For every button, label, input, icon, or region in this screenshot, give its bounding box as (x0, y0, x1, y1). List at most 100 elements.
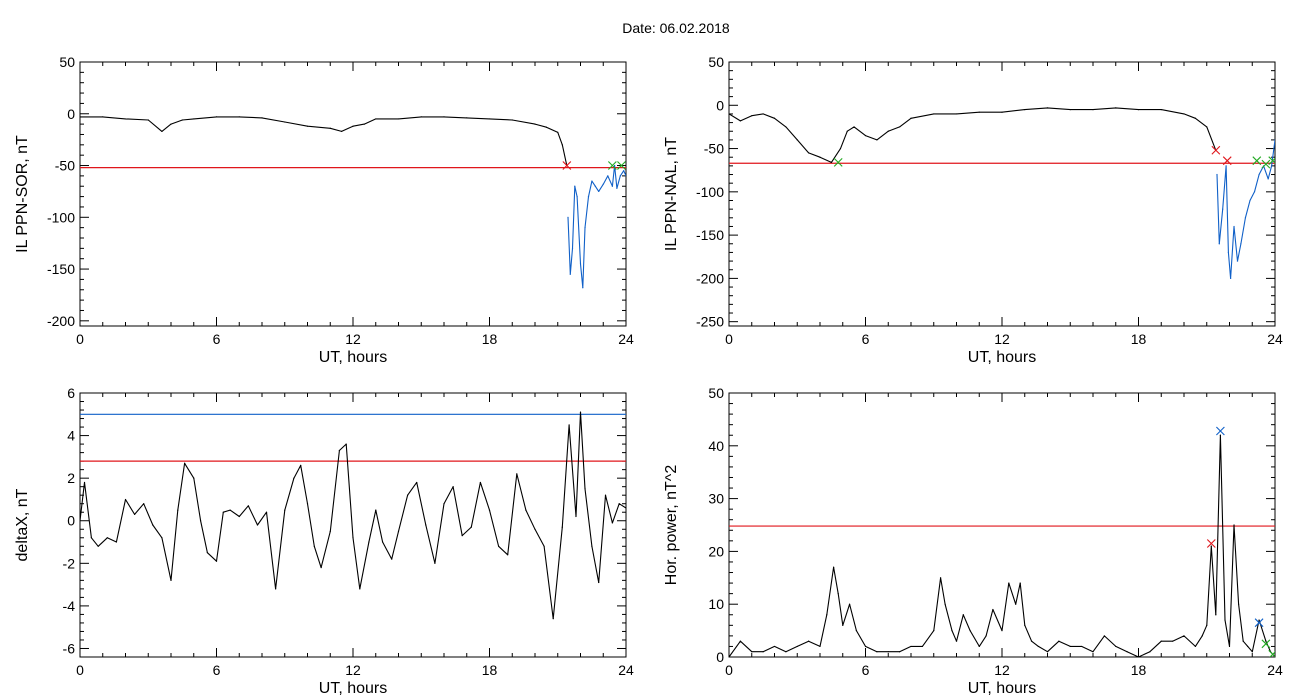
data-point (313, 545, 315, 547)
data-point (1233, 225, 1235, 228)
y-tick-label: 0 (67, 513, 75, 529)
marker-green-x (617, 161, 626, 170)
data-point (1115, 107, 1117, 109)
data-point (320, 566, 322, 569)
data-point (1019, 582, 1021, 584)
data-point (1081, 645, 1083, 648)
data-point (602, 183, 604, 185)
data-point (407, 494, 409, 496)
data-point (306, 125, 309, 127)
data-point (247, 505, 249, 507)
data-point (1160, 109, 1162, 111)
data-point (1265, 640, 1267, 642)
series-trace-blue (567, 164, 626, 289)
data-point (1210, 545, 1212, 547)
data-point (222, 511, 224, 513)
data-point (1137, 656, 1140, 657)
data-point (910, 117, 912, 119)
plot-area (729, 107, 1275, 279)
data-point (106, 537, 108, 539)
data-point (899, 126, 901, 128)
data-point (567, 216, 569, 218)
data-point (739, 120, 741, 122)
data-point (876, 139, 878, 141)
data-point (1160, 640, 1162, 642)
data-point (808, 152, 810, 154)
data-point (1183, 113, 1185, 115)
data-point (261, 117, 263, 119)
data-point (1024, 624, 1026, 626)
data-point (552, 618, 554, 620)
data-point (762, 113, 764, 115)
y-axis-label: IL PPN-NAL, nT (663, 137, 680, 251)
data-point (796, 645, 798, 648)
data-point (381, 541, 384, 543)
data-point (1244, 217, 1247, 219)
data-point (420, 116, 422, 118)
data-point (933, 630, 935, 632)
data-point (584, 488, 586, 490)
data-point (498, 545, 500, 547)
data-point (1258, 173, 1260, 176)
data-point (785, 126, 787, 128)
data-point (808, 640, 810, 642)
data-point (1206, 126, 1208, 128)
data-point (584, 227, 586, 229)
data-point (1137, 109, 1140, 111)
data-point (944, 603, 946, 605)
data-point (229, 509, 231, 511)
data-point (1270, 165, 1273, 167)
data-point (576, 195, 578, 198)
y-tick-label: -200 (696, 270, 724, 286)
data-point (830, 161, 832, 164)
data-point (887, 651, 889, 653)
data-point (955, 113, 958, 115)
y-tick-label: -100 (696, 184, 724, 200)
data-point (1008, 582, 1010, 584)
y-tick-label: 6 (67, 385, 75, 401)
data-point (90, 537, 92, 539)
data-point (275, 588, 277, 590)
data-point (488, 118, 491, 120)
data-point (739, 640, 741, 642)
data-point (773, 645, 776, 648)
data-point (284, 121, 286, 123)
data-point (1092, 651, 1094, 653)
data-point (184, 462, 186, 464)
data-point (507, 554, 509, 556)
data-point (329, 530, 331, 532)
data-point (397, 118, 400, 120)
data-point (206, 552, 208, 554)
data-point (466, 117, 468, 119)
data-point (773, 117, 776, 119)
data-point (598, 190, 600, 193)
data-point (306, 503, 309, 505)
data-point (729, 656, 730, 657)
data-point (625, 175, 626, 177)
y-tick-label: 0 (716, 649, 724, 665)
x-tick-label: 24 (618, 662, 634, 678)
data-point (147, 119, 149, 121)
y-tick-label: -150 (696, 227, 724, 243)
data-point (1015, 603, 1017, 605)
x-axis-label: UT, hours (319, 680, 387, 697)
data-point (1227, 251, 1229, 254)
x-tick-label: 6 (213, 662, 221, 678)
data-point (819, 156, 821, 158)
x-tick-label: 12 (345, 662, 361, 678)
data-point (846, 130, 848, 132)
data-point (341, 130, 343, 132)
marker-blue-x (1254, 618, 1264, 628)
data-point (124, 498, 127, 501)
data-point (80, 520, 81, 522)
data-point (115, 541, 117, 543)
data-point (837, 593, 839, 595)
data-point (1024, 109, 1026, 111)
data-point (1194, 117, 1196, 119)
marker-green-x (1261, 159, 1271, 169)
y-tick-label: 20 (708, 543, 724, 559)
data-point (848, 603, 851, 605)
marker-green-x (607, 161, 617, 170)
data-point (461, 535, 463, 537)
